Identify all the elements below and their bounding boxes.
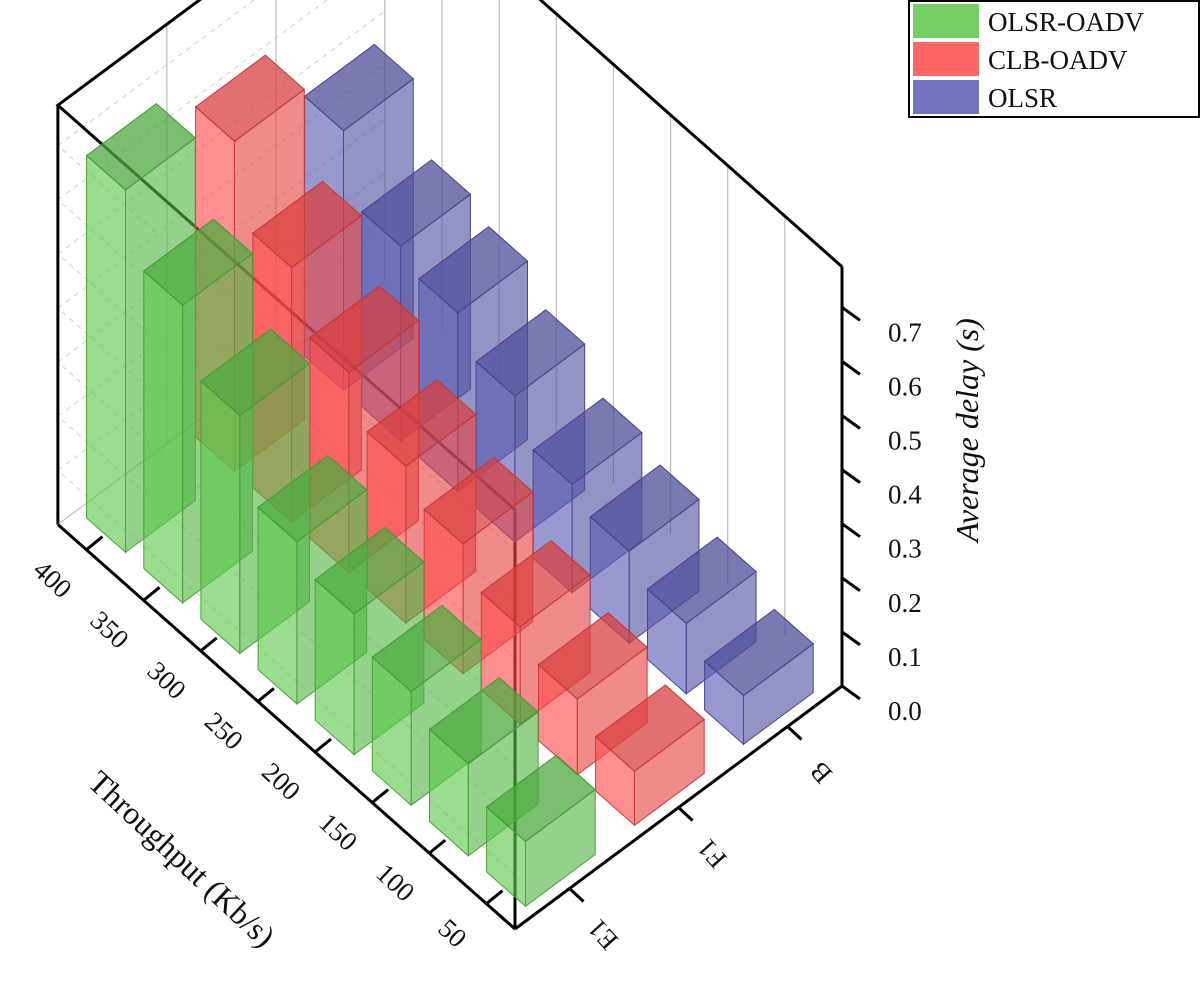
bar-top-face xyxy=(257,454,368,543)
bar-front-face xyxy=(86,154,126,554)
legend-swatch xyxy=(913,80,979,114)
bar-top-face xyxy=(314,527,425,615)
x-axis-line xyxy=(56,523,516,931)
x-tick xyxy=(314,737,332,754)
y-tick-label: E1 xyxy=(582,913,624,955)
y-tick-label: F1 xyxy=(691,833,732,874)
bar-top-face xyxy=(361,159,472,247)
bar-top-face xyxy=(485,754,596,843)
bar-top-face xyxy=(589,464,700,552)
bar-top-face xyxy=(475,309,586,397)
x-tick-label: 300 xyxy=(142,656,192,706)
z-tick-label: 0.3 xyxy=(888,534,922,564)
bar-top-face xyxy=(143,218,254,307)
bar-top-face xyxy=(532,397,643,486)
z-tick xyxy=(841,414,861,430)
bar-CLB-OADV-100 xyxy=(537,612,648,776)
bar-top-face xyxy=(418,226,529,314)
legend-label: OLSR-OADV xyxy=(988,7,1145,37)
y-tick-label: B xyxy=(804,756,838,789)
x-tick xyxy=(142,586,161,602)
legend-label: CLB-OADV xyxy=(988,45,1128,75)
z-tick-label: 0.5 xyxy=(888,426,922,456)
x-tick-label: 250 xyxy=(199,706,249,756)
x-tick xyxy=(371,788,390,804)
bar-OLSR-150 xyxy=(589,464,700,645)
bar-top-face xyxy=(646,536,757,625)
bar-top-face xyxy=(371,604,482,693)
z-tick-label: 0.0 xyxy=(888,696,922,726)
z-tick xyxy=(841,522,861,538)
x-tick xyxy=(428,838,447,855)
bar-front-face xyxy=(200,379,241,655)
z-tick-label: 0.4 xyxy=(888,480,922,510)
bar-top-face xyxy=(428,676,539,765)
bar-front-face xyxy=(143,269,184,605)
right-wall-gridline xyxy=(57,0,328,201)
y-tick xyxy=(786,725,803,741)
bar-CLB-OADV-50 xyxy=(594,684,705,827)
bar-top-face xyxy=(309,285,420,373)
z-tick xyxy=(841,576,861,593)
x-tick-label: 400 xyxy=(28,554,78,604)
bar-top-face xyxy=(252,180,363,269)
y-tick xyxy=(568,887,585,903)
z-tick-label: 0.1 xyxy=(888,642,922,672)
bar-group xyxy=(85,43,814,908)
right-wall-gridline xyxy=(57,0,255,147)
x-tick xyxy=(256,687,275,703)
z-tick xyxy=(841,360,861,376)
legend: OLSR-OADV CLB-OADV OLSR xyxy=(908,0,1200,118)
legend-swatch xyxy=(913,4,979,38)
bar-top-face xyxy=(537,612,648,700)
x-tick-label: 150 xyxy=(313,807,363,857)
bar-top-face xyxy=(200,328,311,417)
z-tick-label: 0.6 xyxy=(888,371,922,401)
x-tick xyxy=(199,636,218,653)
legend-swatch xyxy=(913,42,979,76)
z-axis-title: Average delay (s) xyxy=(949,318,985,544)
x-axis-title: Throughput (Kb/s) xyxy=(82,763,283,954)
bar-top-face xyxy=(594,684,705,772)
bar-top-face xyxy=(194,54,306,142)
z-tick-label: 0.7 xyxy=(888,317,922,347)
bar-top-face xyxy=(703,608,814,697)
bar-top-face xyxy=(366,379,477,467)
bar-OLSR-OADV-50 xyxy=(485,754,596,908)
x-tick xyxy=(485,889,504,905)
z-tick-label: 0.2 xyxy=(888,588,922,618)
x-tick-label: 100 xyxy=(370,858,420,908)
z-tick xyxy=(841,306,861,322)
bar-top-face xyxy=(85,102,197,191)
bar-OLSR-OADV-100 xyxy=(428,676,539,857)
x-tick-label: 50 xyxy=(432,913,472,953)
bar-top-face xyxy=(480,539,591,628)
bar-OLSR-50 xyxy=(703,608,814,746)
bar-top-face xyxy=(423,456,534,545)
z-tick xyxy=(841,468,861,484)
legend-label: OLSR xyxy=(988,83,1057,113)
x-tick-label: 200 xyxy=(256,757,306,807)
z-tick xyxy=(841,630,861,647)
y-tick xyxy=(677,806,694,822)
z-tick xyxy=(841,684,861,701)
x-tick-label: 350 xyxy=(85,605,135,655)
x-tick xyxy=(85,535,104,551)
